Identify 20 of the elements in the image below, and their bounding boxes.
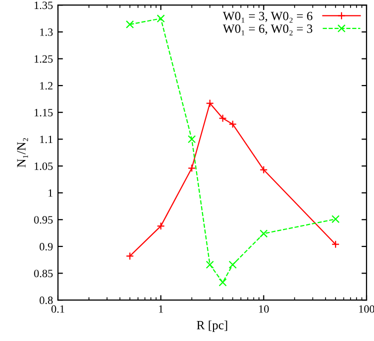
y-tick-label: 1 <box>48 189 52 197</box>
y-tick-label: 1.35 <box>34 2 53 10</box>
x-tick-label: 10 <box>259 305 269 313</box>
x-tick-label: 100 <box>359 305 374 313</box>
y-tick-label: 1.2 <box>40 82 52 90</box>
y-axis-title: N₁/N₂ <box>17 138 28 168</box>
y-tick-label: 1.1 <box>40 136 52 144</box>
legend-label: W0₁ = 6, W0₂ = 3 <box>222 24 312 36</box>
y-tick-label: 0.85 <box>34 270 53 278</box>
x-axis-title: R [pc] <box>196 320 228 332</box>
y-tick-label: 0.9 <box>40 242 53 250</box>
y-tick-label: 1.25 <box>34 55 53 63</box>
x-tick-label: 0.1 <box>51 305 64 313</box>
y-tick-label: 1.05 <box>34 162 53 170</box>
x-tick-label: 1 <box>159 305 163 313</box>
legend-label: W0₁ = 3, W0₂ = 6 <box>222 12 312 23</box>
y-tick-label: 1.3 <box>40 28 53 36</box>
y-tick-label: 0.8 <box>40 296 53 304</box>
y-tick-label: 1.15 <box>34 108 53 116</box>
y-tick-label: 0.95 <box>34 216 53 224</box>
